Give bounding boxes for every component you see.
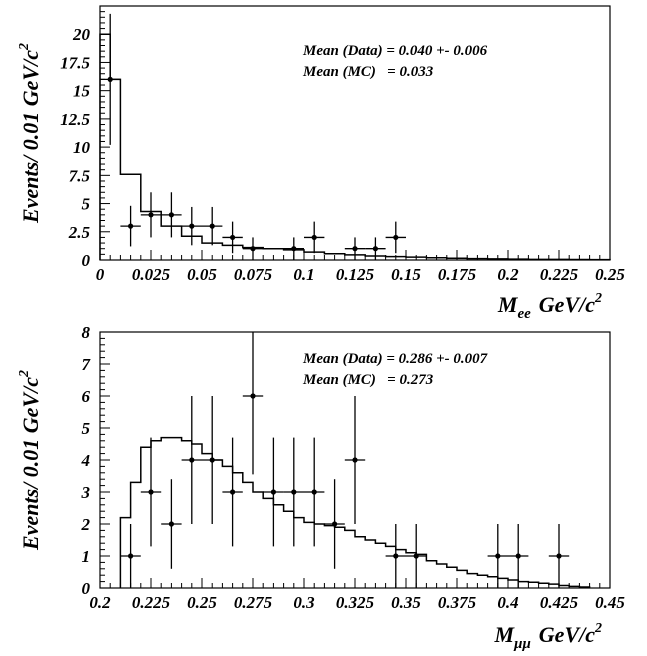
y-tick-label: 1 xyxy=(82,547,91,566)
mean-annotation: Mean (MC) = 0.033 xyxy=(302,64,434,80)
x-tick-label: 0.25 xyxy=(595,265,625,284)
y-axis-label-sup: 2 xyxy=(17,43,32,51)
x-axis-unit-sup: 2 xyxy=(594,621,602,636)
x-axis-unit: GeV/c xyxy=(539,292,595,317)
x-tick-label: 0.025 xyxy=(132,265,171,284)
mc-histogram xyxy=(99,33,611,261)
x-tick-label: 0.225 xyxy=(540,265,579,284)
x-axis-symbol: M xyxy=(497,292,519,317)
y-tick-label: 5 xyxy=(82,419,91,438)
data-point xyxy=(128,223,134,229)
y-axis-title: Events/ 0.01 GeV/c2 xyxy=(17,370,43,551)
top-panel: 0 0.025 0.05 0.075 0.1 0.125 0.15 0.175 0.2 0.225… xyxy=(17,5,625,322)
y-tick-label: 7.5 xyxy=(69,166,91,185)
x-tick-label: 0 xyxy=(96,265,105,284)
data-point xyxy=(311,489,317,495)
x-tick-label: 0.125 xyxy=(336,265,375,284)
y-tick-label: 3 xyxy=(81,483,91,502)
data-point xyxy=(168,521,174,527)
y-tick-label: 10 xyxy=(73,138,91,157)
x-axis-symbol: M xyxy=(494,622,516,647)
y-tick-label: 5 xyxy=(82,195,91,214)
data-point xyxy=(230,234,236,241)
x-tick-label: 0.075 xyxy=(234,265,273,284)
data-point xyxy=(332,521,338,527)
y-axis-label: Events/ 0.01 GeV/c xyxy=(18,377,43,551)
x-tick-label: 0.35 xyxy=(391,593,421,612)
x-tick-label: 0.175 xyxy=(438,265,477,284)
data-point xyxy=(372,246,378,252)
data-point xyxy=(393,553,399,559)
x-tick-label: 0.45 xyxy=(595,593,625,612)
x-tick-label: 0.375 xyxy=(438,593,477,612)
data-point xyxy=(128,553,134,559)
x-tick-label: 0.3 xyxy=(293,593,315,612)
data-point xyxy=(352,246,358,252)
y-tick-label: 2.5 xyxy=(68,223,91,242)
x-axis-unit-sup: 2 xyxy=(594,291,602,306)
x-tick-label: 0.2 xyxy=(497,265,519,284)
x-tick-label: 0.325 xyxy=(336,593,375,612)
y-axis-label-sup: 2 xyxy=(17,370,32,378)
x-tick-label: 0.225 xyxy=(132,593,171,612)
x-tick-label: 0.2 xyxy=(89,593,111,612)
data-point xyxy=(250,246,256,252)
data-point xyxy=(495,553,501,559)
data-point xyxy=(189,223,195,229)
mc-histogram xyxy=(119,436,591,588)
data-point xyxy=(413,553,419,559)
x-axis-title: Mee GeV/c2 xyxy=(497,291,602,322)
y-tick-label: 12.5 xyxy=(60,110,90,129)
data-point xyxy=(107,76,113,82)
data-point xyxy=(209,457,215,463)
x-axis-unit: GeV/c xyxy=(539,622,595,647)
y-axis-label: Events/ 0.01 GeV/c xyxy=(18,50,43,224)
mean-annotation: Mean (Data) = 0.040 +- 0.006 xyxy=(302,43,488,59)
mean-annotation: Mean (MC) = 0.273 xyxy=(302,372,434,388)
mean-annotation: Mean (Data) = 0.286 +- 0.007 xyxy=(302,351,488,367)
data-point xyxy=(148,489,154,495)
x-tick-label: 0.425 xyxy=(540,593,579,612)
x-tick-label: 0.15 xyxy=(391,265,421,284)
x-tick-label: 0.1 xyxy=(293,265,314,284)
x-axis-subscript: μμ xyxy=(513,636,531,652)
data-point xyxy=(556,553,562,559)
data-point xyxy=(148,212,154,218)
bottom-panel: 0.2 0.225 0.25 0.275 0.3 0.325 0.35 0.375 0.4 0.4… xyxy=(17,323,625,652)
data-point xyxy=(270,489,276,495)
data-point xyxy=(352,457,358,463)
y-tick-label: 7 xyxy=(82,355,92,374)
x-axis-subscript: ee xyxy=(517,306,531,322)
data-point xyxy=(393,234,399,241)
x-tick-label: 0.05 xyxy=(187,265,217,284)
data-point xyxy=(515,553,521,559)
data-point xyxy=(230,489,236,495)
y-tick-label: 2 xyxy=(81,515,91,534)
data-point xyxy=(250,393,256,399)
y-tick-label: 4 xyxy=(81,451,91,470)
y-tick-label: 15 xyxy=(73,82,91,101)
y-axis-title: Events/ 0.01 GeV/c2 xyxy=(17,43,43,224)
data-point xyxy=(291,246,297,252)
data-point xyxy=(291,489,297,495)
x-tick-label: 0.4 xyxy=(497,593,518,612)
y-tick-label: 20 xyxy=(72,25,91,44)
data-point xyxy=(189,457,195,463)
data-point xyxy=(311,234,317,241)
data-point xyxy=(168,212,174,218)
x-axis-title: Mμμ GeV/c2 xyxy=(494,621,602,652)
y-tick-label: 0 xyxy=(82,251,91,270)
data-point xyxy=(209,223,215,229)
y-tick-label: 0 xyxy=(82,579,91,598)
x-tick-label: 0.275 xyxy=(234,593,273,612)
y-tick-label: 6 xyxy=(82,387,91,406)
x-tick-label: 0.25 xyxy=(187,593,217,612)
y-tick-label: 8 xyxy=(82,323,91,342)
y-tick-label: 17.5 xyxy=(60,53,90,72)
